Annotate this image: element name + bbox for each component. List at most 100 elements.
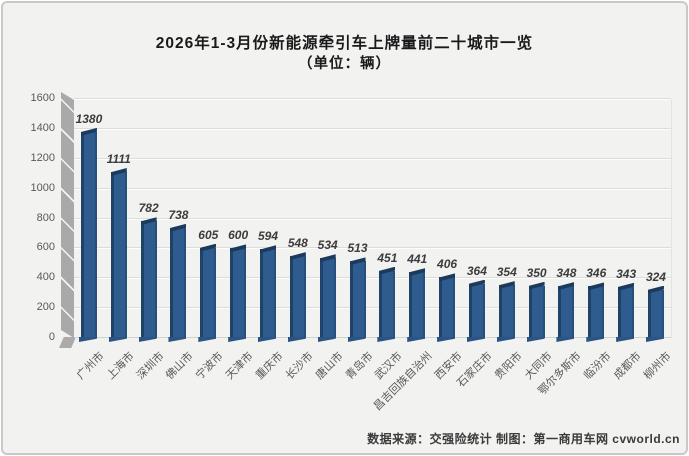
x-axis-label: 宁波市 [194, 350, 226, 382]
bar-slot: 346 [581, 99, 611, 338]
bar-slot: 364 [462, 99, 492, 338]
x-axis-label: 柳州市 [641, 350, 674, 382]
x-axis-label-slot: 青岛市 [343, 341, 376, 433]
bar-slot: 600 [223, 99, 253, 338]
bar-8: 548 [288, 236, 308, 338]
x-axis-labels: 广州市 上海市 深圳市 佛山市 宁波市 天津市 重庆市 长沙市 唐山市 青岛市 武汉市 昌吉回族自治州… [74, 341, 674, 433]
bar-4: 738 [168, 208, 188, 338]
x-axis-label: 青岛市 [343, 350, 376, 382]
bar-slot: 354 [492, 99, 522, 338]
x-axis-label: 深圳市 [134, 350, 167, 382]
gridline [74, 157, 671, 159]
gridline [74, 98, 671, 99]
bar-value-label: 600 [228, 228, 249, 243]
bar-13: 406 [437, 257, 457, 338]
y-axis-tick-label: 0 [48, 331, 55, 343]
bar-slot: 348 [552, 99, 582, 338]
bar-value-label: 513 [347, 241, 368, 256]
x-axis-label-slot: 佛山市 [164, 341, 196, 433]
x-axis-label-slot: 宁波市 [193, 341, 226, 433]
bar-slot: 350 [522, 99, 552, 338]
bar-10: 513 [348, 241, 368, 338]
bars-container: 1380 1111 782 738 605 600 594 548 534 513 451 441 40… [74, 99, 671, 338]
x-axis-label: 唐山市 [313, 350, 346, 382]
bar-slot: 594 [253, 99, 283, 338]
x-axis-label: 广州市 [74, 350, 107, 382]
x-axis-label-slot: 西安市 [432, 341, 465, 433]
bar-value-label: 1111 [106, 152, 131, 167]
x-axis-label-slot: 石家庄市 [455, 341, 495, 433]
gridline [74, 187, 671, 189]
bar-value-label: 1380 [75, 111, 103, 126]
x-axis-label: 重庆市 [253, 350, 286, 382]
bar-12: 441 [407, 252, 427, 338]
y-axis-tick-label: 200 [36, 301, 55, 314]
bar-slot: 548 [283, 99, 313, 338]
bar-slot: 513 [343, 99, 373, 338]
x-axis-label: 成都市 [611, 350, 644, 382]
bar-value-label: 348 [556, 266, 577, 281]
y-axis-tick-label: 1400 [30, 121, 55, 134]
bar-3: 782 [139, 201, 159, 338]
y-axis: 0 200 400 600 800 1000 1200 1400 1600 [3, 92, 55, 343]
x-axis-label-slot: 临汾市 [581, 341, 614, 433]
bar-value-label: 738 [168, 207, 189, 222]
bar-20: 324 [646, 270, 666, 338]
gridline [74, 247, 671, 249]
bar-16: 350 [527, 266, 547, 338]
bar-value-label: 605 [198, 227, 219, 242]
bar-14: 364 [467, 264, 487, 338]
x-axis-label: 贵阳市 [492, 350, 525, 382]
bar-11: 451 [377, 251, 397, 338]
bar-5: 605 [198, 228, 218, 338]
bar-1: 1380 [76, 112, 102, 338]
x-axis-label-slot: 广州市 [74, 341, 107, 433]
bar-value-label: 594 [257, 229, 278, 244]
x-axis-label-slot: 昌吉回族自治州 [372, 341, 435, 433]
x-axis-label: 天津市 [223, 350, 256, 382]
bar-slot: 782 [134, 99, 164, 338]
y-axis-tick-label: 1200 [30, 151, 55, 164]
chart-subtitle: （单位：辆） [298, 56, 391, 72]
bar-slot: 738 [164, 99, 194, 338]
bar-value-label: 350 [526, 265, 547, 280]
x-axis-label-slot: 深圳市 [134, 341, 167, 433]
bar-value-label: 548 [287, 236, 308, 251]
bar-value-label: 451 [377, 250, 398, 265]
x-axis-label-slot: 成都市 [611, 341, 644, 433]
bar-value-label: 354 [496, 265, 517, 280]
bar-slot: 1111 [104, 99, 134, 338]
y-axis-tick-label: 400 [36, 271, 55, 284]
bar-slot: 605 [193, 99, 223, 338]
y-axis-tick-label: 800 [36, 211, 55, 224]
bar-2: 1111 [107, 152, 131, 338]
x-axis-label: 临汾市 [582, 350, 614, 382]
x-axis-label-slot: 鄂尔多斯市 [537, 341, 584, 433]
bar-9: 534 [318, 238, 338, 338]
x-axis-label-slot: 唐山市 [313, 341, 346, 433]
bar-18: 346 [586, 266, 606, 338]
x-axis-label-slot: 长沙市 [283, 341, 316, 433]
bar-value-label: 364 [466, 263, 487, 278]
x-axis-label-slot: 贵阳市 [492, 341, 525, 433]
y-axis-tick-label: 1600 [30, 92, 55, 104]
y-axis-3d-wall [61, 92, 74, 338]
bar-slot: 406 [432, 99, 462, 338]
gridline [74, 217, 671, 219]
chart-header: 2026年1-3月份新能源牵引车上牌量前二十城市一览 （单位：辆） [3, 33, 686, 74]
bar-slot: 343 [611, 99, 641, 338]
bar-value-label: 441 [407, 252, 428, 267]
bar-value-label: 324 [645, 269, 666, 284]
gridline [74, 277, 671, 279]
bar-17: 348 [556, 266, 576, 338]
bar-slot: 441 [402, 99, 432, 338]
bar-6: 600 [228, 228, 248, 338]
gridlines [74, 98, 671, 338]
x-axis-label: 长沙市 [283, 350, 316, 382]
chart-title: 2026年1-3月份新能源牵引车上牌量前二十城市一览 [155, 35, 534, 52]
gridline [74, 127, 671, 129]
x-axis-label-slot: 柳州市 [641, 341, 674, 433]
source-attribution: 数据来源：交强险统计 制图：第一商用车网 cvworld.cn [367, 432, 680, 446]
bar-value-label: 406 [437, 257, 458, 272]
